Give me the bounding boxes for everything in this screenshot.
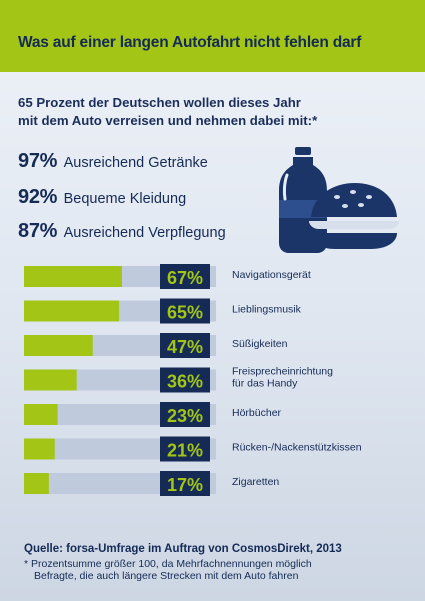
top-item-percent: 92% bbox=[18, 186, 58, 208]
footnote-line-2: Befragte, die auch längere Strecken mit … bbox=[34, 570, 299, 582]
value-box bbox=[160, 471, 210, 496]
header-band: Was auf einer langen Autofahrt nicht feh… bbox=[0, 0, 425, 72]
bar bbox=[24, 404, 58, 425]
source-text: Quelle: forsa-Umfrage im Auftrag von Cos… bbox=[24, 543, 342, 555]
category-label-line: Süßigkeiten bbox=[232, 338, 288, 350]
intro-text: 65 Prozent der Deutschen wollen dieses J… bbox=[18, 95, 318, 128]
category-label-line: Rücken-/Nackenstützkissen bbox=[232, 442, 362, 454]
top-item-label: Bequeme Kleidung bbox=[63, 191, 187, 207]
bar-chart: 67% Navigationsgerät 65% Lieblingsmusik 47% S… bbox=[24, 264, 362, 496]
data-label: 47% bbox=[167, 337, 203, 357]
top-item-label: Ausreichend Getränke bbox=[63, 155, 208, 171]
category-label: Rücken-/Nackenstützkissen bbox=[232, 442, 362, 454]
top-item-label: Ausreichend Verpflegung bbox=[63, 225, 226, 241]
category-label-line: Zigaretten bbox=[232, 476, 279, 488]
bar bbox=[24, 473, 49, 494]
value-box bbox=[160, 298, 210, 324]
top-item: 92% Bequeme Kleidung bbox=[18, 186, 186, 209]
burger-icon bbox=[309, 183, 399, 249]
category-label-line: für das Handy bbox=[232, 378, 298, 390]
data-label: 17% bbox=[167, 475, 203, 495]
category-label: Hörbücher bbox=[232, 407, 282, 419]
value-box bbox=[160, 436, 210, 462]
top-item: 87% Ausreichend Verpflegung bbox=[18, 220, 226, 243]
page-title: Was auf einer langen Autofahrt nicht feh… bbox=[18, 34, 362, 51]
top-item-percent: 87% bbox=[18, 220, 58, 242]
data-label: 23% bbox=[167, 406, 203, 426]
category-label: Zigaretten bbox=[232, 476, 279, 488]
footnote: * Prozentsumme größer 100, da Mehrfachne… bbox=[24, 558, 364, 582]
value-box bbox=[160, 367, 210, 393]
category-label: Navigationsgerät bbox=[232, 269, 311, 281]
data-label: 21% bbox=[167, 441, 203, 461]
category-label-line: Freisprecheinrichtung bbox=[232, 366, 333, 378]
bar bbox=[24, 438, 55, 460]
category-label-line: Hörbücher bbox=[232, 407, 282, 419]
bar bbox=[24, 335, 93, 356]
top-item: 97% Ausreichend Getränke bbox=[18, 150, 208, 173]
value-box bbox=[160, 402, 210, 427]
category-label: Lieblingsmusik bbox=[232, 304, 302, 316]
category-label: Süßigkeiten bbox=[232, 338, 288, 350]
bar bbox=[24, 300, 120, 322]
data-label: 65% bbox=[167, 303, 203, 323]
data-label: 36% bbox=[167, 372, 203, 392]
footnote-line-1: * Prozentsumme größer 100, da Mehrfachne… bbox=[24, 558, 312, 570]
category-label: Freisprecheinrichtung für das Handy bbox=[232, 366, 333, 390]
data-label: 67% bbox=[167, 268, 203, 288]
bottle-burger-illustration bbox=[279, 147, 399, 253]
value-box bbox=[160, 264, 210, 289]
bar bbox=[24, 369, 77, 391]
category-label-line: Navigationsgerät bbox=[232, 269, 311, 281]
top-item-percent: 97% bbox=[18, 150, 58, 172]
value-box bbox=[160, 333, 210, 358]
category-label-line: Lieblingsmusik bbox=[232, 304, 302, 316]
bar bbox=[24, 266, 122, 287]
